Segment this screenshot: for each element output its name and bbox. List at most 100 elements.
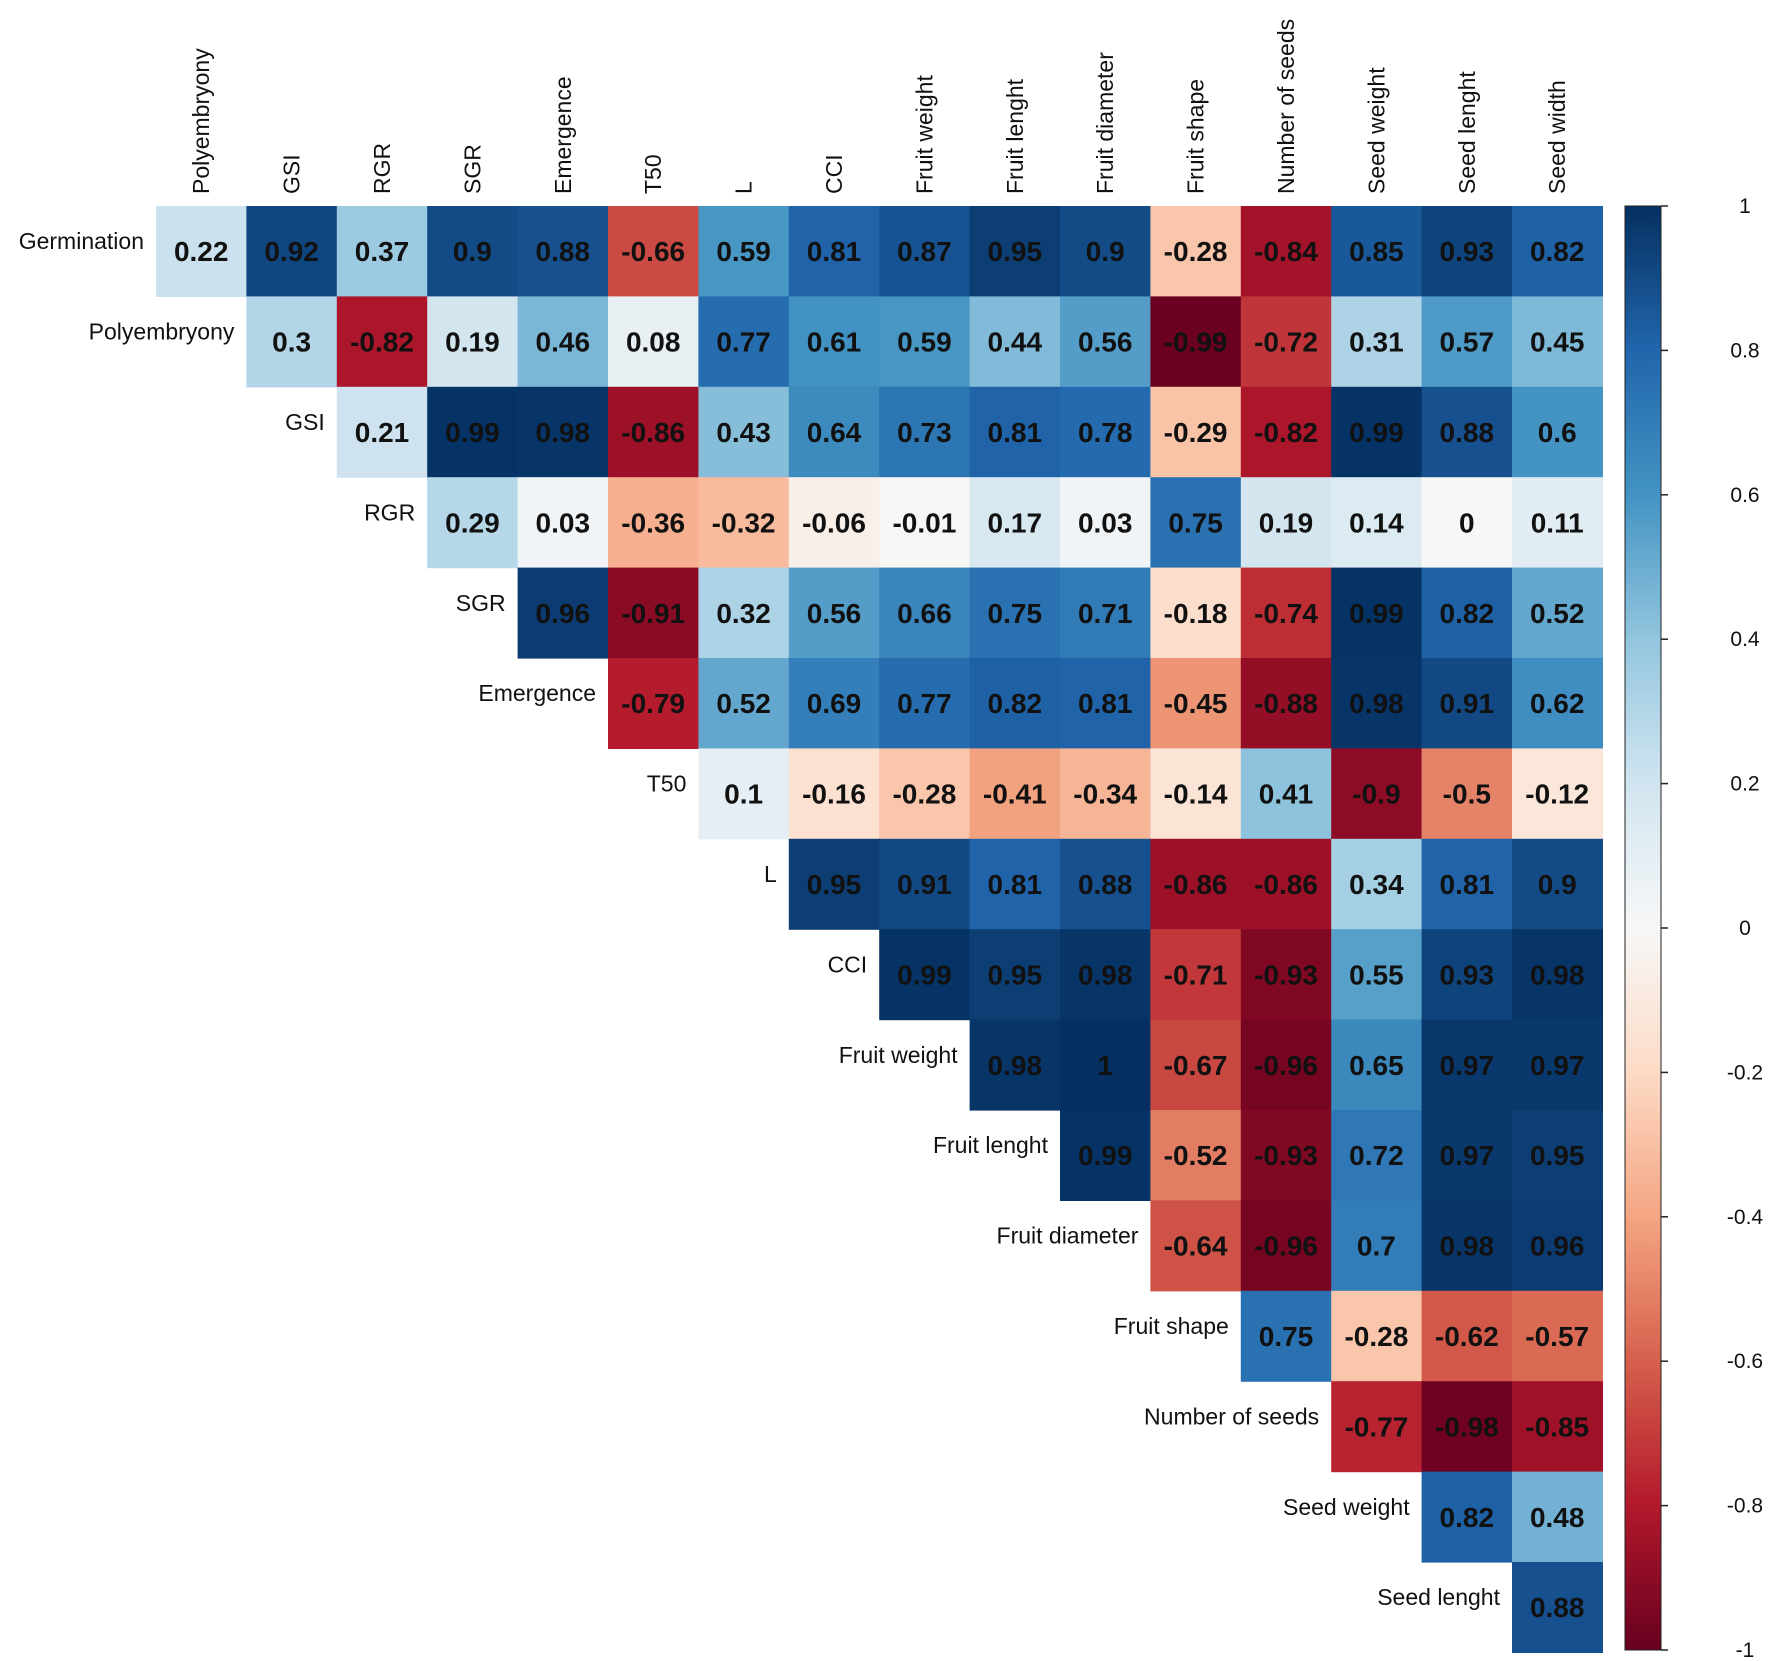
row-label: Fruit weight [839,1042,958,1068]
heatmap-cell [1512,386,1603,478]
cell-value-label: -0.9 [1352,779,1400,810]
column-label: Emergence [550,76,576,194]
cell-value-label: 0.78 [1078,417,1133,448]
column-label: RGR [369,143,395,194]
heatmap-cell [1421,929,1513,1021]
heatmap-cell [1421,1200,1513,1292]
cell-value-label: 0.81 [988,869,1043,900]
cell-value-label: 0.52 [1530,598,1585,629]
heatmap-cell [698,386,790,478]
cell-value-label: 0.75 [988,598,1043,629]
column-label: Seed weight [1363,67,1389,194]
cell-value-label: 0.97 [1440,1050,1495,1081]
cell-value-label: 0.17 [988,507,1043,538]
cell-value-label: 0.59 [716,236,771,267]
heatmap-cell [1150,1110,1242,1201]
heatmap-cell [969,296,1061,388]
row-label: Seed weight [1283,1494,1410,1520]
cell-value-label: 0.69 [807,688,862,719]
cell-value-label: 0.93 [1440,236,1495,267]
heatmap-cell [1331,1290,1423,1382]
column-label: Polyembryony [188,48,214,194]
cell-value-label: 0.98 [1440,1231,1495,1262]
cell-value-label: -0.18 [1164,598,1228,629]
heatmap-cell [879,658,971,749]
heatmap-cell [1512,1381,1603,1473]
cell-value-label: 0.95 [1530,1140,1585,1171]
heatmap-cell [879,748,971,840]
cell-value-label: 0.65 [1349,1050,1404,1081]
column-label: T50 [640,154,666,194]
heatmap-cell [1150,658,1242,749]
heatmap-cell [517,206,609,297]
heatmap-cell [879,929,971,1021]
cell-value-label: 0.56 [1078,327,1133,358]
cell-value-label: 0.43 [716,417,771,448]
heatmap-cell [788,748,880,840]
heatmap-cell [1150,386,1242,478]
heatmap-cell [1060,748,1151,840]
cell-value-label: 0.91 [897,869,952,900]
heatmap-cell [1150,296,1242,388]
heatmap-cell [1331,748,1423,840]
heatmap-cell [1421,658,1513,749]
cell-value-label: -0.34 [1073,779,1137,810]
heatmap-cell [1421,296,1513,388]
heatmap-cell [1240,1019,1332,1111]
heatmap-cell [1331,386,1423,478]
heatmap-cell [246,206,338,297]
heatmap-cell [608,477,699,569]
heatmap-cell [427,386,519,478]
heatmap-cell [1421,567,1513,659]
colorbar-tick-label: 0.6 [1730,484,1759,507]
cell-value-label: 0.11 [1531,507,1584,538]
heatmap-cell [1331,1019,1423,1111]
heatmap-cells: 0.22 0.92 0.37 0.9 0.88 -0.66 0.59 0.81 0.87 0.95… [156,206,1603,1653]
column-label: CCI [821,154,847,194]
heatmap-cell [879,296,971,388]
heatmap-cell [427,477,519,569]
heatmap-cell [969,386,1061,478]
heatmap-cell [1512,567,1603,659]
heatmap-cell [1240,838,1332,930]
heatmap-cell [788,658,880,749]
cell-value-label: -0.99 [1164,327,1228,358]
heatmap-cell [1060,477,1151,569]
heatmap-cell [1060,296,1151,388]
row-label: Emergence [478,680,596,706]
cell-value-label: -0.16 [802,779,866,810]
heatmap-cell [1060,658,1151,749]
cell-value-label: -0.84 [1254,236,1318,267]
heatmap-cell [1512,1019,1603,1111]
cell-value-label: -0.66 [621,236,685,267]
colorbar-tick-label: 0 [1739,917,1751,940]
heatmap-cell [1421,1471,1513,1563]
cell-value-label: 0.08 [626,327,681,358]
heatmap-cell [517,567,609,659]
cell-value-label: 0.98 [1078,959,1133,990]
column-label: Fruit weight [911,75,937,194]
cell-value-label: -0.74 [1254,598,1318,629]
cell-value-label: 0.55 [1349,959,1404,990]
cell-value-label: 0.95 [807,869,862,900]
heatmap-cell [608,658,699,749]
cell-value-label: 0.88 [536,236,591,267]
cell-value-label: 0.9 [453,236,492,267]
cell-value-label: 0.71 [1078,598,1133,629]
heatmap-cell [427,206,519,297]
cell-value-label: -0.36 [621,507,685,538]
heatmap-cell [879,477,971,569]
cell-value-label: -0.41 [983,779,1047,810]
heatmap-cell [1060,206,1151,297]
column-label: Fruit shape [1183,79,1209,194]
cell-value-label: 1 [1097,1050,1113,1081]
heatmap-cell [1512,1110,1603,1201]
cell-value-label: -0.5 [1443,779,1491,810]
heatmap-cell [608,567,699,659]
cell-value-label: 0.96 [536,598,591,629]
heatmap-cell [1060,567,1151,659]
cell-value-label: 0.87 [897,236,952,267]
heatmap-cell [1150,748,1242,840]
heatmap-cell [1331,477,1423,569]
